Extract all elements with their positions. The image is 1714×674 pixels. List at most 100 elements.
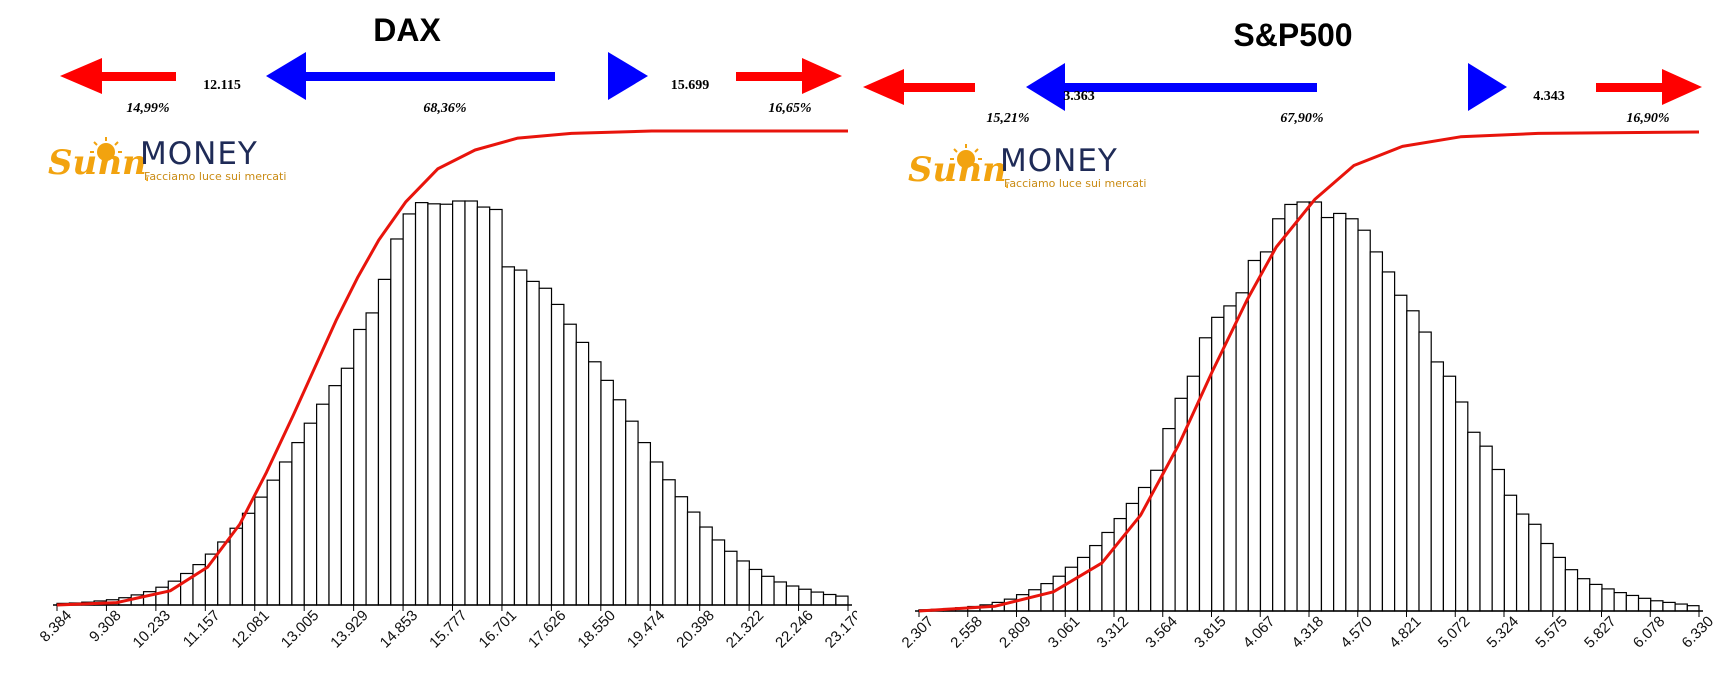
histogram-bar [1686, 605, 1700, 612]
histogram-bar [254, 496, 268, 606]
histogram-bar [452, 200, 466, 606]
chart-title: S&P500 [1233, 17, 1353, 53]
histogram-bar [1296, 201, 1310, 612]
histogram-bar [1308, 201, 1323, 612]
histogram-bar [402, 213, 417, 606]
upper-threshold: 4.343 [1533, 89, 1565, 104]
histogram-bar [1418, 331, 1432, 612]
x-tick-label: 3.061 [1045, 613, 1084, 652]
histogram-bar [1381, 271, 1396, 612]
histogram-bar [1613, 591, 1627, 612]
histogram-bar [1040, 582, 1054, 612]
histogram-bar [1076, 556, 1091, 612]
sun-logo-icon: Sunny [908, 144, 1008, 190]
histogram-bar [1540, 542, 1554, 612]
x-tick-label: 5.575 [1532, 613, 1571, 652]
x-tick-label: 5.827 [1581, 613, 1620, 652]
histogram-bar [1272, 218, 1286, 612]
center-range-arrow [266, 52, 648, 100]
histogram-bar [612, 399, 627, 606]
x-tick-label: 3.815 [1191, 613, 1230, 652]
x-tick-label: 3.312 [1094, 613, 1133, 652]
histogram-bar [303, 422, 318, 606]
chart-title: DAX [373, 12, 441, 48]
logo-tagline: Facciamo luce sui mercati [1004, 177, 1147, 190]
x-tick-label: 14.853 [377, 607, 421, 651]
x-tick-label: 22.246 [772, 607, 816, 651]
histogram-bar [439, 203, 454, 606]
dax-panel: DAX 12.115 15.699 14,99% 68,36% 16,65% S [37, 12, 857, 651]
histogram-bar [1650, 600, 1664, 612]
histogram-bar [1320, 216, 1335, 612]
x-tick-label: 2.307 [899, 613, 938, 652]
logo-wordmark: MONEY [140, 136, 258, 172]
histogram-bar [1467, 431, 1481, 612]
x-tick-label: 19.474 [624, 607, 668, 651]
histogram-bar [241, 512, 256, 606]
histogram-bar [538, 287, 553, 606]
histogram-bar [1333, 212, 1347, 612]
histogram-bar [1528, 523, 1542, 612]
histogram-bar [365, 312, 380, 606]
histogram-bar [588, 361, 602, 606]
x-tick-label: 4.821 [1386, 613, 1425, 652]
dax-histogram: 8.384 9.308 10.233 11.157 12.081 13.005 13.929… [37, 129, 857, 651]
x-tick-label: 16.701 [476, 607, 520, 651]
histogram-bar [1369, 251, 1384, 612]
histogram-bar [377, 278, 392, 606]
histogram-bar [1394, 294, 1408, 612]
histogram-bar [427, 203, 441, 606]
right-tail-arrow [736, 58, 842, 94]
histogram-bar [353, 328, 367, 606]
histogram-bar [723, 550, 738, 606]
sp500-panel: S&P500 3.363 4.343 15,21% 67,90% 16,90% [857, 0, 1714, 674]
histogram-bar [266, 479, 281, 606]
x-tick-label: 4.067 [1240, 613, 1279, 652]
histogram-bar [1552, 556, 1566, 612]
histogram-bar [513, 269, 528, 606]
histogram-bar [1089, 544, 1103, 612]
histogram-bar [390, 238, 404, 606]
histogram-bar [1479, 445, 1493, 612]
histogram-bar [600, 379, 614, 606]
histogram-bar [835, 595, 849, 606]
left-tail-arrow [863, 69, 975, 105]
x-tick-label: 5.324 [1484, 613, 1523, 652]
histogram-bar [810, 591, 825, 606]
x-tick-label: 10.233 [130, 607, 174, 651]
sun-logo-icon: Sunny [48, 137, 148, 183]
histogram-bar [649, 461, 664, 606]
histogram-bar [699, 526, 713, 606]
histogram-bar [155, 586, 169, 606]
histogram-bar [1101, 531, 1115, 612]
histogram-bar [1576, 578, 1591, 612]
left-tail-arrow [60, 58, 176, 94]
histogram-bar [1637, 597, 1652, 612]
histogram-bar [686, 511, 701, 606]
x-tick-label: 8.384 [37, 607, 76, 646]
logo-tagline: Facciamo luce sui mercati [144, 170, 287, 183]
histogram-bar [1223, 305, 1237, 612]
right-tail-percent: 16,65% [768, 101, 812, 116]
x-tick-label: 2.558 [947, 613, 986, 652]
histogram-bar [785, 585, 800, 606]
histogram-bar [464, 200, 478, 606]
histogram-bar [1589, 583, 1603, 612]
histogram-bar [1430, 361, 1445, 612]
x-tick-label: 18.550 [574, 607, 618, 651]
histogram-bar [748, 568, 763, 606]
histogram-bar [563, 323, 577, 606]
histogram-bar [1564, 569, 1579, 612]
histogram-bar [526, 280, 540, 606]
x-tick-label: 23.170 [822, 607, 857, 651]
histogram-bar [1345, 218, 1359, 612]
x-tick-label: 15.777 [426, 607, 470, 651]
x-tick-label: 12.081 [228, 607, 272, 651]
x-tick-label: 6.330 [1679, 613, 1714, 652]
histogram-bar [1601, 588, 1615, 612]
histogram-bar [476, 206, 491, 606]
histogram-bar [1028, 589, 1042, 612]
x-tick-label: 11.157 [180, 607, 224, 651]
lower-threshold: 12.115 [203, 78, 241, 93]
histogram-bar [625, 420, 639, 606]
